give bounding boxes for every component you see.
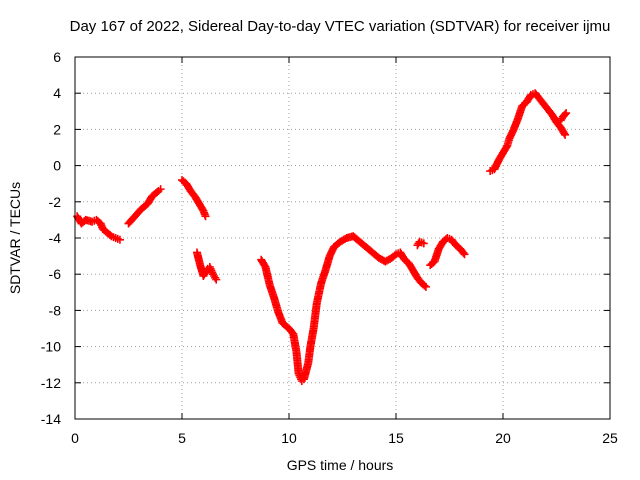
- chart-title: Day 167 of 2022, Sidereal Day-to-day VTE…: [70, 18, 611, 35]
- data-point: [115, 235, 124, 244]
- y-tick-label: -2: [49, 194, 62, 210]
- data-segment: [413, 237, 428, 250]
- data-point: [156, 185, 165, 194]
- data-segment: [426, 234, 469, 270]
- grid: [75, 57, 610, 419]
- y-tick-label: -4: [49, 230, 62, 246]
- y-tick-label: 0: [53, 158, 61, 174]
- data-point: [421, 282, 430, 291]
- x-tick-label: 0: [71, 430, 79, 446]
- data-point: [419, 239, 428, 248]
- y-tick-label: -10: [41, 339, 61, 355]
- data-point: [561, 130, 570, 139]
- data-segment: [257, 232, 430, 385]
- x-axis-label: GPS time / hours: [287, 457, 394, 473]
- plot-area: [73, 89, 571, 385]
- data-point: [212, 275, 221, 284]
- y-tick-label: -8: [49, 302, 62, 318]
- plot-frame: [74, 56, 611, 420]
- y-tick-label: -12: [41, 375, 61, 391]
- x-tick-label: 25: [602, 430, 618, 446]
- x-tick-label: 10: [281, 430, 297, 446]
- y-tick-label: 2: [53, 121, 61, 137]
- x-tick-label: 15: [388, 430, 404, 446]
- data-segment: [73, 212, 124, 244]
- data-point-marker: [561, 110, 570, 119]
- data-segment: [124, 185, 165, 228]
- data-point: [562, 109, 571, 118]
- data-point: [460, 250, 469, 259]
- data-point: [201, 212, 210, 221]
- data-segment: [556, 109, 571, 125]
- x-tick-label: 20: [495, 430, 511, 446]
- y-tick-label: 6: [53, 49, 61, 65]
- data-segment: [192, 248, 221, 284]
- y-axis-label: SDTVAR / TECUs: [7, 182, 23, 294]
- data-segment: [178, 176, 210, 221]
- data-segment: [486, 89, 570, 176]
- axis-ticks: 0 5 10 15 20 25 -14 -12 -10 -8 -6 -4 -2 0 2 4 6: [41, 49, 618, 446]
- x-tick-label: 5: [178, 430, 186, 446]
- y-tick-label: -6: [49, 266, 62, 282]
- y-tick-label: 4: [53, 85, 61, 101]
- y-tick-label: -14: [41, 411, 61, 427]
